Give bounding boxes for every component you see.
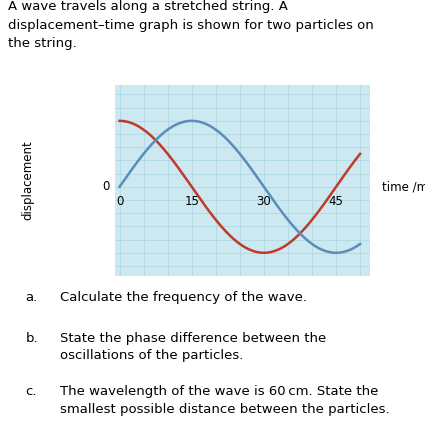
Text: A wave travels along a stretched string. A
displacement–time graph is shown for : A wave travels along a stretched string.… [8, 0, 374, 50]
Text: The wavelength of the wave is 60 cm. State the: The wavelength of the wave is 60 cm. Sta… [60, 385, 378, 398]
Text: State the phase difference between the: State the phase difference between the [60, 332, 326, 344]
Text: 0: 0 [116, 195, 123, 208]
Text: 45: 45 [329, 195, 343, 208]
Text: displacement: displacement [21, 140, 34, 220]
Text: smallest possible distance between the particles.: smallest possible distance between the p… [60, 403, 389, 416]
Text: 0: 0 [102, 180, 110, 193]
Text: time /ms: time /ms [382, 180, 425, 193]
Text: b.: b. [26, 332, 38, 344]
Text: a.: a. [26, 291, 38, 304]
Text: 30: 30 [257, 195, 271, 208]
Text: c.: c. [26, 385, 37, 398]
Text: 15: 15 [184, 195, 199, 208]
Text: Calculate the frequency of the wave.: Calculate the frequency of the wave. [60, 291, 306, 304]
Text: oscillations of the particles.: oscillations of the particles. [60, 349, 243, 362]
